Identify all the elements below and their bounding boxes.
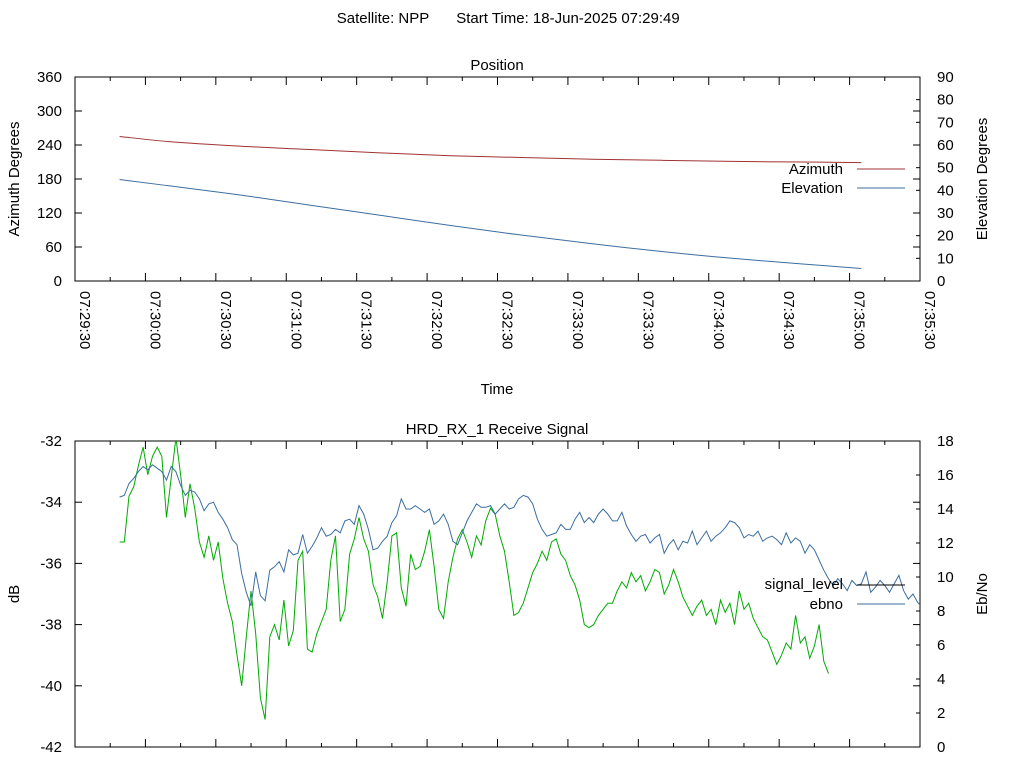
legend-label-azimuth: Azimuth (789, 161, 843, 178)
series-line-azimuth (119, 136, 862, 164)
y2-tick-label: 20 (937, 228, 954, 245)
position-plot-frame (74, 76, 921, 282)
y-tick-label: -42 (40, 739, 62, 756)
x-tick-label: 07:32:30 (499, 291, 516, 349)
y2-tick-label: 70 (937, 114, 954, 131)
legend-label-ebno: ebno (810, 596, 843, 613)
position-title: Position (470, 57, 523, 74)
signal-ylabel: dB (6, 585, 23, 603)
y-tick-label: -34 (40, 494, 62, 511)
x-tick-label: 07:30:00 (146, 291, 163, 349)
y-tick-label: 0 (54, 273, 62, 290)
signal-y2-ticks: 0 2 4 6 8 10 12 14 16 18 (916, 433, 954, 756)
y-tick-label: 360 (37, 69, 62, 86)
position-chart: Position Azimuth Degrees Elevation Degre… (6, 57, 991, 398)
x-tick-label: 07:34:00 (710, 291, 727, 349)
legend-label-signal-level: signal_level (765, 576, 843, 593)
y2-tick-label: 2 (937, 705, 945, 722)
y-tick-label: -32 (40, 433, 62, 450)
position-xlabel: Time (481, 381, 514, 398)
position-x-ticks: 07:29:30 07:30:00 07:30:30 07:31:00 07:31:30… (74, 77, 938, 349)
y2-tick-label: 6 (937, 637, 945, 654)
series-line-signal-level (119, 441, 829, 720)
y2-tick-label: 40 (937, 182, 954, 199)
x-tick-label: 07:30:30 (217, 291, 234, 349)
x-tick-label: 07:31:30 (358, 291, 375, 349)
x-tick-label: 07:32:00 (428, 291, 445, 349)
y2-tick-label: 80 (937, 92, 954, 109)
x-tick-label: 07:33:30 (639, 291, 656, 349)
y2-tick-label: 0 (937, 273, 945, 290)
x-tick-label: 07:35:00 (851, 291, 868, 349)
y-tick-label: -36 (40, 555, 62, 572)
series-line-ebno (119, 464, 920, 607)
y-tick-label: 300 (37, 103, 62, 120)
y2-tick-label: 8 (937, 603, 945, 620)
x-tick-label: 07:34:30 (780, 291, 797, 349)
x-tick-label: 07:31:00 (287, 291, 304, 349)
y2-tick-label: 60 (937, 137, 954, 154)
y-tick-label: 60 (45, 239, 62, 256)
y2-tick-label: 18 (937, 433, 954, 450)
signal-legend: signal_level ebno (765, 576, 905, 613)
x-tick-label: 07:35:30 (921, 291, 938, 349)
y2-tick-label: 16 (937, 467, 954, 484)
signal-x-ticks (74, 441, 921, 747)
y2-tick-label: 14 (937, 501, 954, 518)
y2-tick-label: 50 (937, 160, 954, 177)
y-tick-label: 120 (37, 205, 62, 222)
signal-y2label: Eb/No (974, 573, 991, 615)
y2-tick-label: 90 (937, 69, 954, 86)
legend-label-elevation: Elevation (781, 180, 843, 197)
y-tick-label: -40 (40, 678, 62, 695)
x-tick-label: 07:33:00 (569, 291, 586, 349)
y2-tick-label: 10 (937, 569, 954, 586)
position-legend: Azimuth Elevation (781, 161, 905, 197)
satellite-label: Satellite: NPP (337, 10, 430, 27)
signal-chart: HRD_RX_1 Receive Signal dB Eb/No -42-40-… (6, 421, 991, 756)
position-y2label: Elevation Degrees (974, 118, 991, 241)
y2-tick-label: 30 (937, 205, 954, 222)
y-tick-label: 240 (37, 137, 62, 154)
position-y-ticks: 0 60 120 180 240 300 360 (37, 69, 920, 290)
series-line-elevation (119, 179, 862, 269)
position-ylabel: Azimuth Degrees (6, 121, 23, 236)
y2-tick-label: 0 (937, 739, 945, 756)
signal-plot-frame (74, 440, 921, 748)
position-y2-ticks: 0 10 20 30 40 50 60 70 80 90 (916, 69, 954, 290)
start-time-label: Start Time: 18-Jun-2025 07:29:49 (456, 10, 679, 27)
y-tick-label: 180 (37, 171, 62, 188)
position-series (119, 136, 862, 269)
x-tick-label: 07:29:30 (76, 291, 93, 349)
signal-y-ticks: -42 -40 -38 -36 -34 -32 (40, 433, 920, 756)
y2-tick-label: 12 (937, 535, 954, 552)
y2-tick-label: 10 (937, 250, 954, 267)
y-tick-label: -38 (40, 617, 62, 634)
signal-series (119, 441, 920, 720)
signal-title: HRD_RX_1 Receive Signal (406, 421, 589, 438)
y2-tick-label: 4 (937, 671, 945, 688)
